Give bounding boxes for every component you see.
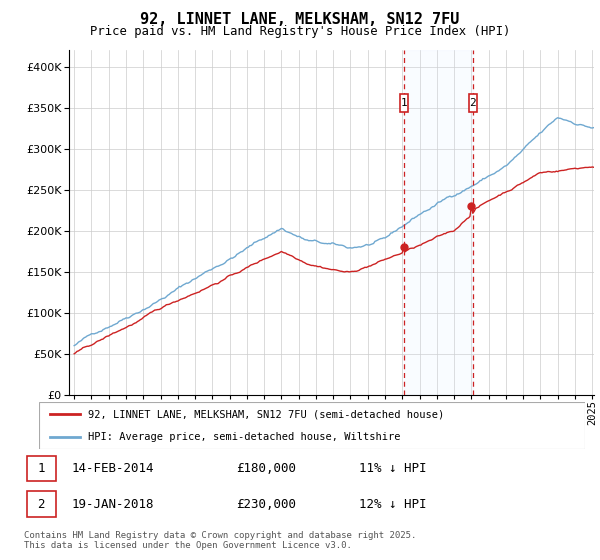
Text: Contains HM Land Registry data © Crown copyright and database right 2025.
This d: Contains HM Land Registry data © Crown c… — [24, 531, 416, 550]
Text: 92, LINNET LANE, MELKSHAM, SN12 7FU (semi-detached house): 92, LINNET LANE, MELKSHAM, SN12 7FU (sem… — [88, 409, 445, 419]
Text: £230,000: £230,000 — [236, 497, 296, 511]
Text: 12% ↓ HPI: 12% ↓ HPI — [359, 497, 426, 511]
Text: 1: 1 — [38, 462, 45, 475]
Text: 19-JAN-2018: 19-JAN-2018 — [71, 497, 154, 511]
Bar — [404, 50, 473, 395]
Text: 92, LINNET LANE, MELKSHAM, SN12 7FU: 92, LINNET LANE, MELKSHAM, SN12 7FU — [140, 12, 460, 27]
Text: £180,000: £180,000 — [236, 462, 296, 475]
Text: HPI: Average price, semi-detached house, Wiltshire: HPI: Average price, semi-detached house,… — [88, 432, 401, 442]
Text: 2: 2 — [469, 98, 476, 108]
Text: 11% ↓ HPI: 11% ↓ HPI — [359, 462, 426, 475]
Text: 2: 2 — [38, 497, 45, 511]
Bar — [469, 94, 476, 112]
Text: 1: 1 — [401, 98, 408, 108]
Bar — [27, 492, 56, 516]
Text: 14-FEB-2014: 14-FEB-2014 — [71, 462, 154, 475]
Text: Price paid vs. HM Land Registry's House Price Index (HPI): Price paid vs. HM Land Registry's House … — [90, 25, 510, 38]
Bar — [27, 456, 56, 481]
Bar — [400, 94, 408, 112]
